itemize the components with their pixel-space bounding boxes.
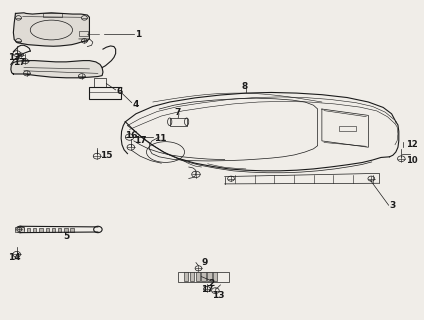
Text: 7: 7 (175, 108, 181, 117)
Text: 17: 17 (14, 58, 26, 67)
Text: 17: 17 (201, 285, 214, 294)
Text: 15: 15 (100, 151, 112, 160)
Text: 10: 10 (405, 156, 417, 165)
Bar (195, 272, 200, 281)
Bar (39, 228, 43, 232)
Bar (79, 31, 88, 36)
Bar (184, 272, 188, 281)
Bar (339, 126, 356, 131)
Bar (201, 272, 206, 281)
Text: 13: 13 (8, 52, 21, 61)
Bar (15, 227, 24, 232)
Bar (190, 272, 194, 281)
Bar (70, 228, 74, 232)
Polygon shape (11, 60, 103, 78)
Bar (178, 271, 229, 282)
Bar (58, 228, 61, 232)
Text: 9: 9 (201, 258, 208, 267)
Text: 14: 14 (8, 253, 21, 262)
Text: 6: 6 (117, 87, 123, 96)
Bar (27, 228, 30, 232)
Bar (213, 272, 218, 281)
Text: 12: 12 (405, 140, 417, 148)
Text: 4: 4 (133, 100, 139, 109)
Text: 8: 8 (242, 82, 248, 91)
Bar (52, 228, 55, 232)
Bar (45, 228, 49, 232)
Text: 11: 11 (154, 134, 167, 143)
Bar (89, 87, 121, 100)
Polygon shape (14, 13, 89, 46)
Bar (170, 118, 187, 125)
Bar (64, 228, 67, 232)
Text: 17: 17 (134, 136, 146, 145)
Bar (33, 228, 36, 232)
Text: 5: 5 (63, 232, 70, 241)
Text: 2: 2 (208, 279, 214, 288)
Bar (43, 13, 62, 17)
Bar (207, 272, 212, 281)
Text: 16: 16 (126, 131, 138, 140)
Text: 1: 1 (135, 30, 141, 39)
Text: 3: 3 (390, 201, 396, 210)
Text: 13: 13 (212, 291, 224, 300)
